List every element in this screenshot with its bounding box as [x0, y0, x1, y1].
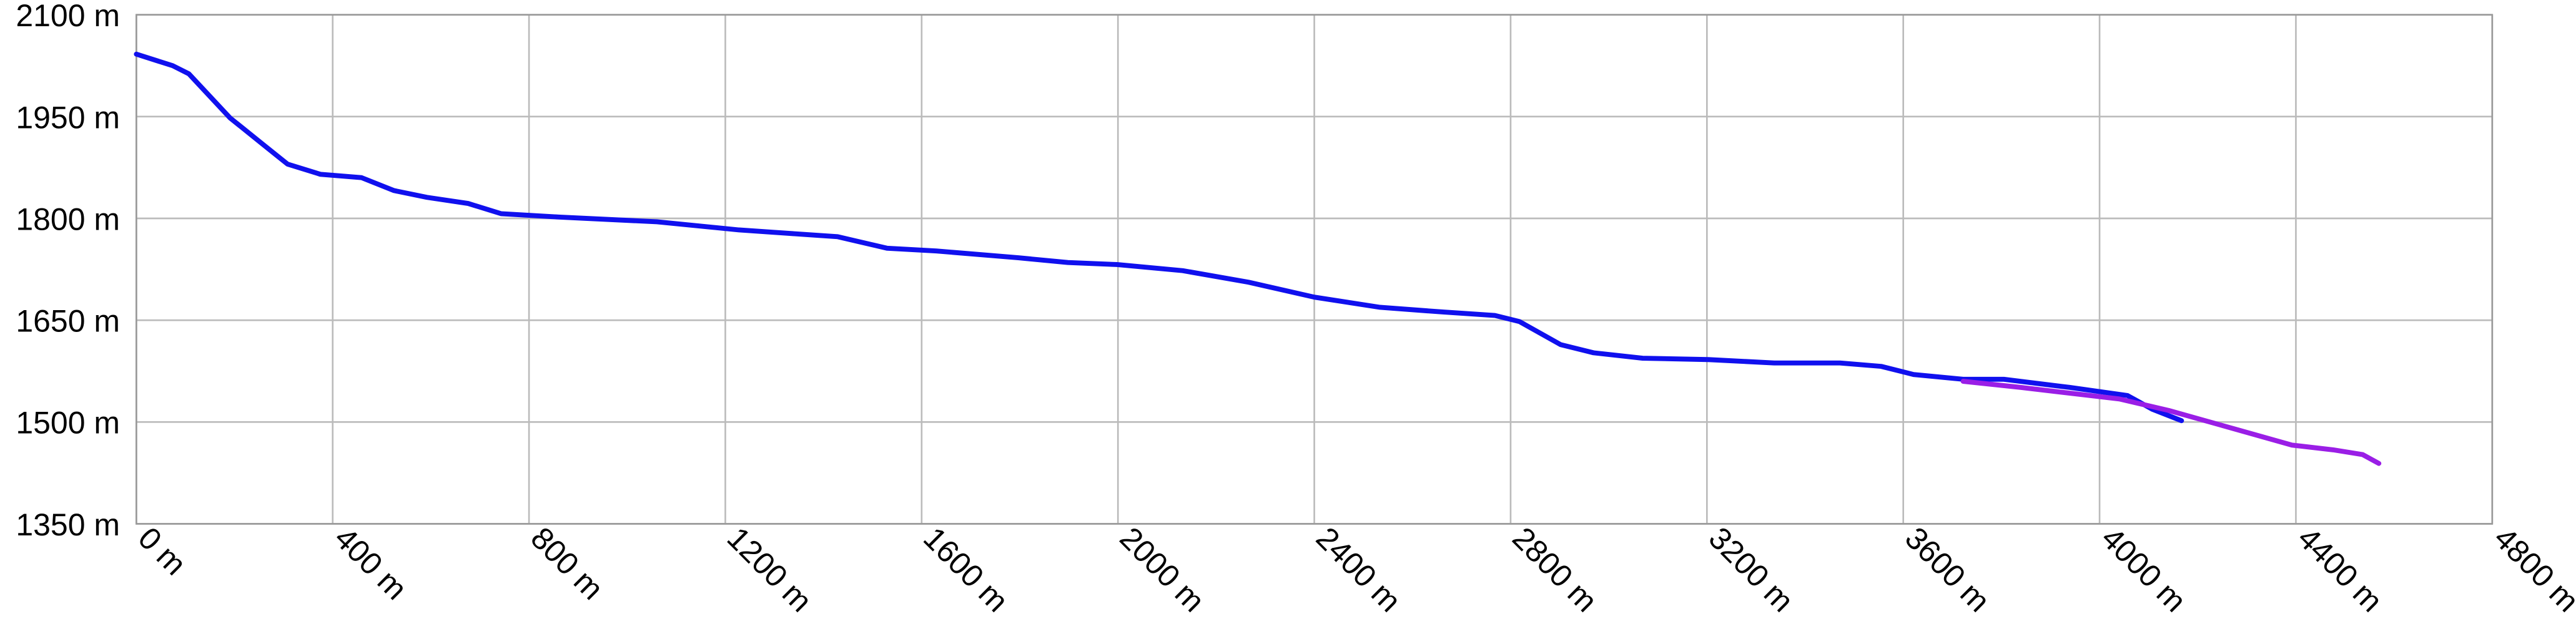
y-tick-label: 2100 m [16, 0, 120, 33]
x-tick-label: 2400 m [1310, 520, 1408, 619]
x-tick-label: 400 m [328, 520, 414, 607]
x-tick-label: 3600 m [1898, 520, 1996, 619]
x-tick-label: 4400 m [2291, 520, 2389, 619]
elevation-line [134, 51, 2184, 424]
x-tick-label: 800 m [524, 520, 610, 607]
x-tick-label: 4000 m [2095, 520, 2193, 619]
y-tick-label: 1800 m [16, 202, 120, 236]
y-tick-label: 1950 m [16, 100, 120, 135]
x-tick-label: 4800 m [2487, 520, 2576, 619]
x-tick-label: 1600 m [917, 520, 1015, 619]
y-tick-label: 1350 m [16, 507, 120, 542]
elevation-line [1960, 379, 2382, 466]
x-tick-label: 0 m [132, 520, 194, 582]
y-tick-label: 1650 m [16, 304, 120, 339]
x-tick-label: 2800 m [1506, 520, 1604, 619]
plot-frame [136, 14, 2494, 525]
x-tick-label: 2000 m [1113, 520, 1211, 619]
x-tick-label: 1200 m [721, 520, 819, 619]
y-tick-label: 1500 m [16, 406, 120, 441]
x-tick-label: 3200 m [1702, 520, 1800, 619]
